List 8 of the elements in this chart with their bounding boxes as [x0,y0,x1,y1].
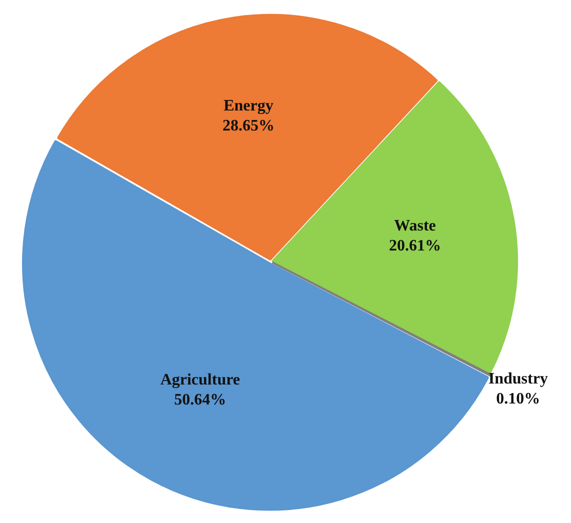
slice-label: Agriculture [160,371,240,388]
data-label: 20.61% [388,237,441,254]
slice-label: Industry [488,370,548,388]
data-label: 50.64% [174,391,226,408]
slice-label: Waste [394,217,436,234]
data-label: 28.65% [222,118,274,135]
data-label: 0.10% [496,390,540,408]
slice-label: Energy [224,98,274,115]
